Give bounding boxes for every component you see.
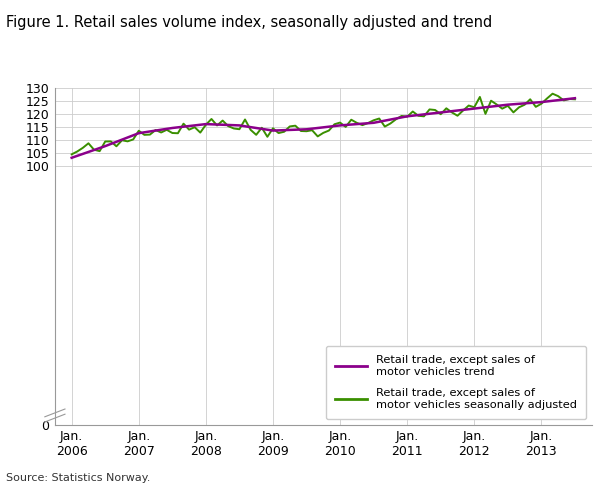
Text: Figure 1. Retail sales volume index, seasonally adjusted and trend: Figure 1. Retail sales volume index, sea… (6, 15, 492, 30)
Text: Source: Statistics Norway.: Source: Statistics Norway. (6, 473, 151, 483)
Legend: Retail trade, except sales of
motor vehicles trend, Retail trade, except sales o: Retail trade, except sales of motor vehi… (326, 346, 586, 419)
